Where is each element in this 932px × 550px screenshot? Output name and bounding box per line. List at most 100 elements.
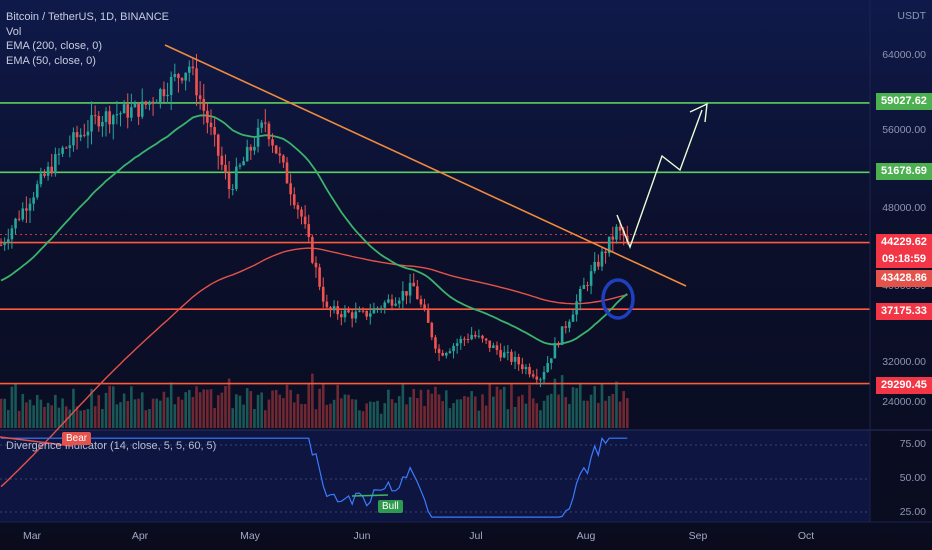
candle-body xyxy=(32,197,35,204)
candle-body xyxy=(256,127,260,147)
volume-bar xyxy=(177,396,180,428)
candle-body xyxy=(108,111,111,125)
volume-bar xyxy=(101,409,104,428)
volume-bar xyxy=(209,389,213,428)
ema200-line xyxy=(0,247,628,488)
volume-bar xyxy=(104,392,108,428)
candle-body xyxy=(459,338,463,344)
volume-bar xyxy=(405,404,408,428)
volume-bar xyxy=(571,387,575,428)
volume-bar xyxy=(343,394,347,428)
volume-bar xyxy=(513,406,517,428)
volume-bar xyxy=(43,406,46,428)
highlight-circle xyxy=(601,278,635,320)
volume-bar xyxy=(423,405,426,428)
candle-body xyxy=(198,95,202,99)
candle-body xyxy=(379,307,383,309)
candle-body xyxy=(408,282,412,296)
candle-body xyxy=(231,189,235,191)
osc-level-25: 25.00 xyxy=(899,506,926,518)
volume-bar xyxy=(430,393,434,428)
candle-body xyxy=(57,153,61,155)
volume-bar xyxy=(600,383,604,428)
candle-body xyxy=(173,74,177,77)
volume-bar xyxy=(93,406,97,428)
candle-body xyxy=(455,343,459,346)
volume-bar xyxy=(21,393,25,428)
bull-signal-badge: Bull xyxy=(378,500,403,513)
volume-bar xyxy=(528,384,531,428)
candle-body xyxy=(264,122,267,124)
price-tag-level1: 59027.62 xyxy=(876,93,932,110)
candle-body xyxy=(542,372,546,380)
volume-bar xyxy=(180,399,184,428)
volume-bar xyxy=(191,397,195,428)
volume-bar xyxy=(340,398,343,428)
candle-body xyxy=(39,173,43,185)
volume-bar xyxy=(549,393,553,428)
candle-body xyxy=(401,291,405,301)
volume-bar xyxy=(57,407,61,428)
volume-bar xyxy=(17,410,21,428)
volume-bar xyxy=(376,400,379,428)
volume-bar xyxy=(368,401,372,428)
volume-bar xyxy=(350,399,354,428)
candle-body xyxy=(434,337,437,349)
candle-body xyxy=(564,326,568,328)
volume-bar xyxy=(289,389,292,428)
candle-body xyxy=(615,226,618,240)
candle-body xyxy=(524,367,528,370)
volume-bar xyxy=(336,384,339,428)
volume-bar xyxy=(278,394,282,428)
volume-bar xyxy=(140,392,144,428)
candle-body xyxy=(593,261,597,272)
candle-body xyxy=(169,76,173,95)
candle-body xyxy=(159,89,162,103)
volume-bar xyxy=(448,408,452,428)
candle-body xyxy=(531,374,535,377)
volume-bar xyxy=(372,402,376,428)
candle-body xyxy=(376,307,379,309)
volume-bar xyxy=(224,385,227,428)
volume-bar xyxy=(484,405,488,428)
candle-body xyxy=(151,101,155,104)
candle-body xyxy=(133,103,137,108)
volume-bar xyxy=(459,399,463,428)
candle-body xyxy=(296,205,300,210)
volume-bar xyxy=(597,402,600,428)
volume-bar xyxy=(86,408,90,428)
volume-bar xyxy=(6,409,10,428)
candle-body xyxy=(126,104,130,118)
candle-body xyxy=(495,345,499,351)
candle-body xyxy=(618,226,622,231)
x-tick-jun: Jun xyxy=(353,530,371,542)
candle-body xyxy=(452,345,455,352)
volume-bar xyxy=(416,398,419,428)
candle-body xyxy=(64,147,68,149)
volume-bar xyxy=(285,384,289,428)
x-tick-sep: Sep xyxy=(688,530,708,542)
candle-body xyxy=(329,307,332,311)
volume-bar xyxy=(296,394,300,428)
candle-body xyxy=(568,321,571,328)
candle-body xyxy=(83,134,86,136)
candle-body xyxy=(227,172,231,190)
volume-bar xyxy=(307,383,311,428)
candle-body xyxy=(470,334,473,340)
candle-body xyxy=(195,68,198,96)
candle-body xyxy=(383,302,387,308)
candle-body xyxy=(539,379,542,381)
candle-body xyxy=(416,286,419,300)
volume-bar xyxy=(213,407,216,428)
candle-body xyxy=(21,208,25,220)
volume-bar xyxy=(495,386,499,428)
volume-bar xyxy=(242,404,245,428)
volume-bar xyxy=(361,411,365,428)
candle-body xyxy=(354,311,358,319)
volume-bar xyxy=(383,403,387,428)
candle-body xyxy=(144,101,148,105)
volume-bar xyxy=(387,389,390,428)
volume-bar xyxy=(253,408,256,428)
